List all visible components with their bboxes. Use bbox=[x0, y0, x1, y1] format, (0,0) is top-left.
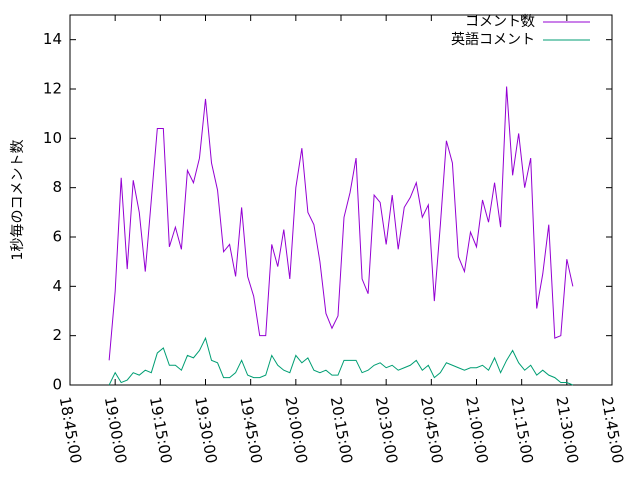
legend-label: コメント数 bbox=[465, 14, 535, 30]
y-tick-label: 6 bbox=[52, 228, 62, 246]
y-tick-label: 12 bbox=[43, 80, 62, 98]
y-tick-label: 4 bbox=[52, 277, 62, 295]
series-line bbox=[108, 336, 574, 386]
x-tick-label: 20:30:00 bbox=[372, 395, 401, 464]
x-tick-label: 19:45:00 bbox=[236, 395, 265, 464]
y-tick-label: 10 bbox=[43, 129, 62, 147]
y-axis-label: 1秒毎のコメント数 bbox=[10, 140, 26, 261]
x-tick-label: 19:00:00 bbox=[101, 395, 130, 464]
x-tick-label: 19:30:00 bbox=[191, 395, 220, 464]
y-tick-label: 8 bbox=[52, 178, 62, 196]
y-tick-label: 2 bbox=[52, 326, 62, 344]
x-tick-label: 20:00:00 bbox=[281, 395, 310, 464]
x-tick-label: 20:45:00 bbox=[417, 395, 446, 464]
y-tick-label: 14 bbox=[43, 30, 62, 48]
x-tick-label: 21:45:00 bbox=[598, 395, 627, 464]
legend-label: 英語コメント bbox=[451, 31, 535, 48]
x-tick-label: 20:15:00 bbox=[327, 395, 356, 464]
x-tick-label: 21:15:00 bbox=[507, 395, 536, 464]
series-line bbox=[108, 86, 574, 361]
x-tick-label: 21:00:00 bbox=[462, 395, 491, 464]
x-tick-label: 18:45:00 bbox=[56, 395, 85, 464]
x-tick-label: 21:30:00 bbox=[552, 395, 581, 464]
y-tick-label: 0 bbox=[52, 376, 62, 394]
x-tick-label: 19:15:00 bbox=[146, 395, 175, 464]
